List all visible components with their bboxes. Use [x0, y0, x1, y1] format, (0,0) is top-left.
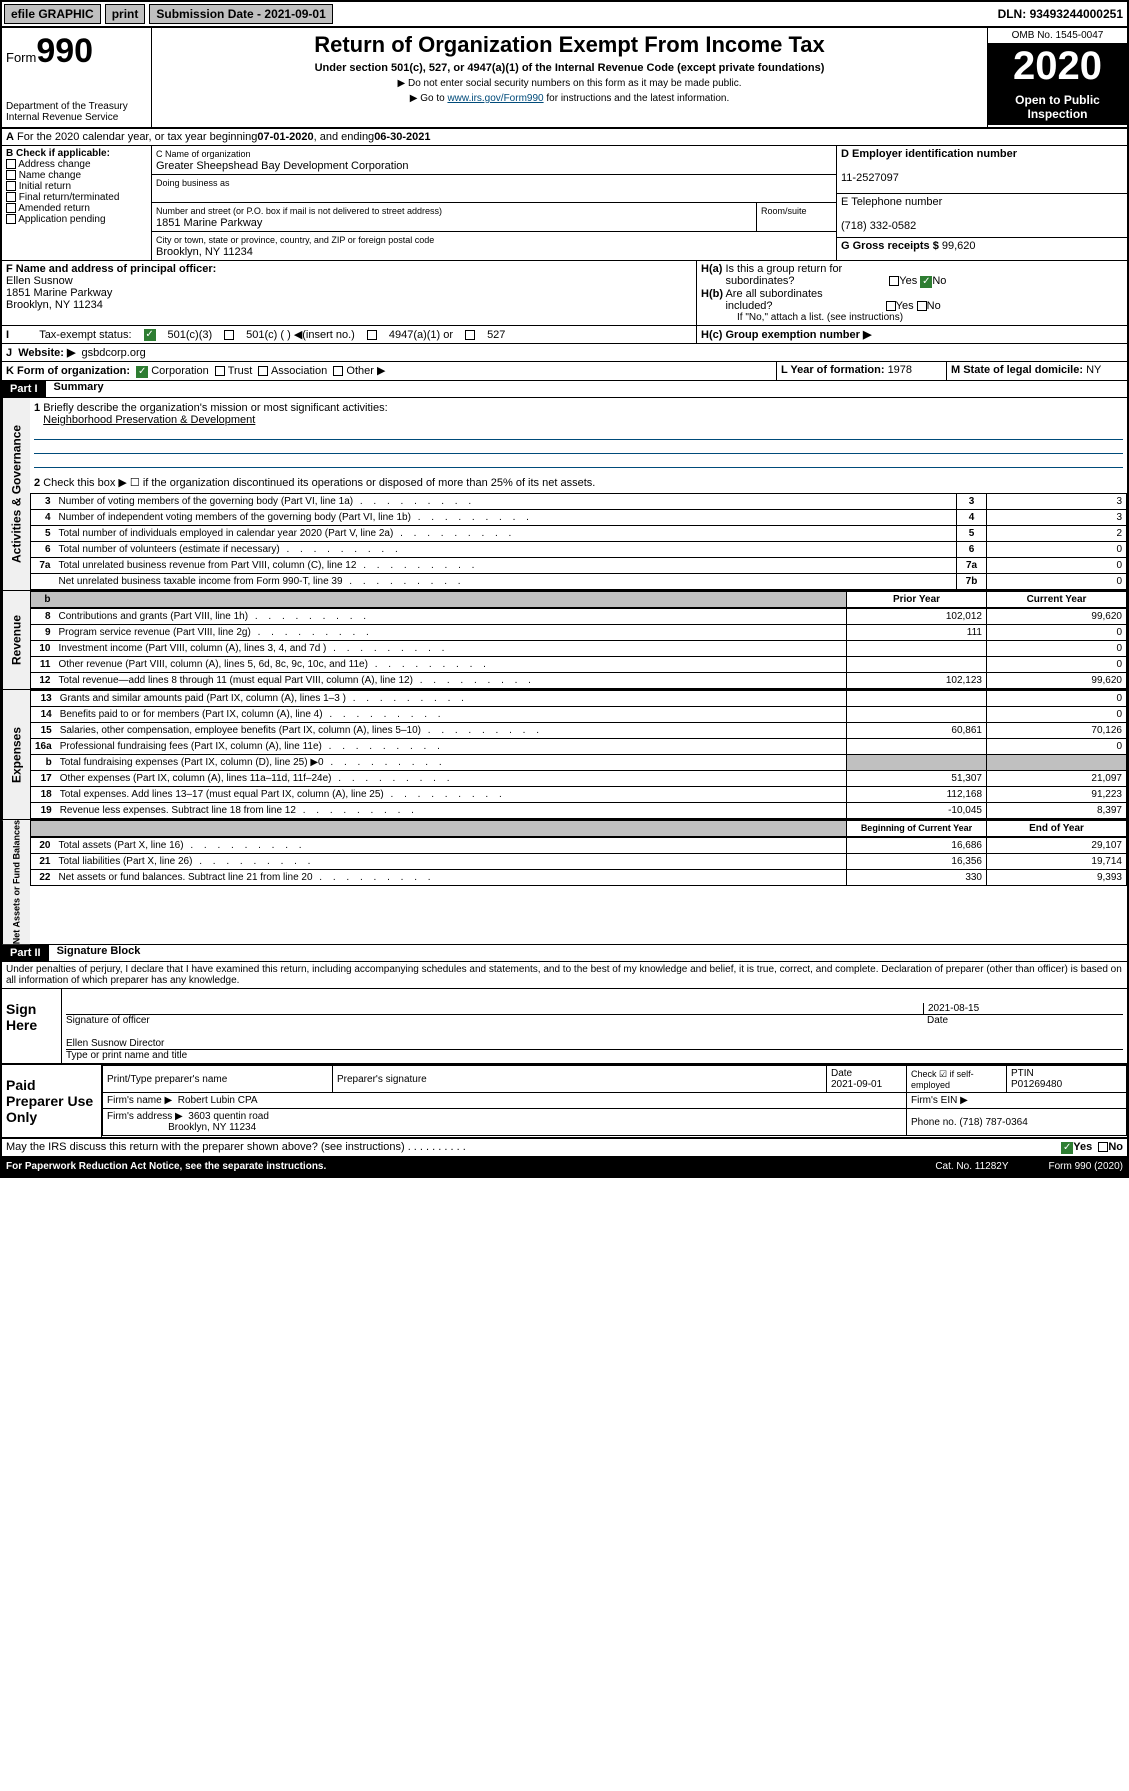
- dln: DLN: 93493244000251: [998, 7, 1127, 21]
- efile-label: efile GRAPHIC: [4, 4, 101, 24]
- form-id: Form990 Department of the Treasury Inter…: [2, 28, 152, 127]
- box-d-e-g: D Employer identification number 11-2527…: [837, 146, 1127, 260]
- part2-header: Part II Signature Block: [0, 945, 1129, 962]
- website-row: J Website: ▶ gsbdcorp.org: [0, 344, 1129, 362]
- year-block: OMB No. 1545-0047 2020 Open to PublicIns…: [987, 28, 1127, 127]
- perjury-statement: Under penalties of perjury, I declare th…: [0, 962, 1129, 989]
- topbar: efile GRAPHIC print Submission Date - 20…: [0, 0, 1129, 28]
- instructions-link[interactable]: www.irs.gov/Form990: [447, 93, 543, 104]
- revenue-section: Revenue bPrior YearCurrent Year 8Contrib…: [0, 591, 1129, 690]
- form-title-block: Return of Organization Exempt From Incom…: [152, 28, 987, 127]
- netassets-section: Net Assets or Fund Balances Beginning of…: [0, 820, 1129, 945]
- paid-preparer: Paid Preparer Use Only Print/Type prepar…: [0, 1065, 1129, 1139]
- entity-info: B Check if applicable: Address change Na…: [0, 146, 1129, 261]
- officer-group: F Name and address of principal officer:…: [0, 261, 1129, 326]
- box-c: C Name of organization Greater Sheepshea…: [152, 146, 837, 260]
- box-b: B Check if applicable: Address change Na…: [2, 146, 152, 260]
- tax-status-row: I Tax-exempt status: ✓ 501(c)(3) 501(c) …: [0, 326, 1129, 344]
- discuss-row: May the IRS discuss this return with the…: [0, 1139, 1129, 1157]
- expenses-section: Expenses 13Grants and similar amounts pa…: [0, 690, 1129, 820]
- form-title: Return of Organization Exempt From Incom…: [156, 32, 983, 58]
- form-header: Form990 Department of the Treasury Inter…: [0, 28, 1129, 129]
- part1-header: Part I Summary: [0, 381, 1129, 398]
- box-h: H(a) Is this a group return for subordin…: [697, 261, 1127, 325]
- governance-section: Activities & Governance 1 Briefly descri…: [0, 398, 1129, 591]
- org-form-row: K Form of organization: ✓ Corporation Tr…: [0, 362, 1129, 381]
- tax-period: A For the 2020 calendar year, or tax yea…: [0, 129, 1129, 146]
- sign-here: Sign Here 2021-08-15 Signature of office…: [0, 989, 1129, 1065]
- submission-date: Submission Date - 2021-09-01: [149, 4, 332, 24]
- footer: For Paperwork Reduction Act Notice, see …: [0, 1157, 1129, 1178]
- box-f: F Name and address of principal officer:…: [2, 261, 697, 325]
- print-button[interactable]: print: [105, 4, 146, 24]
